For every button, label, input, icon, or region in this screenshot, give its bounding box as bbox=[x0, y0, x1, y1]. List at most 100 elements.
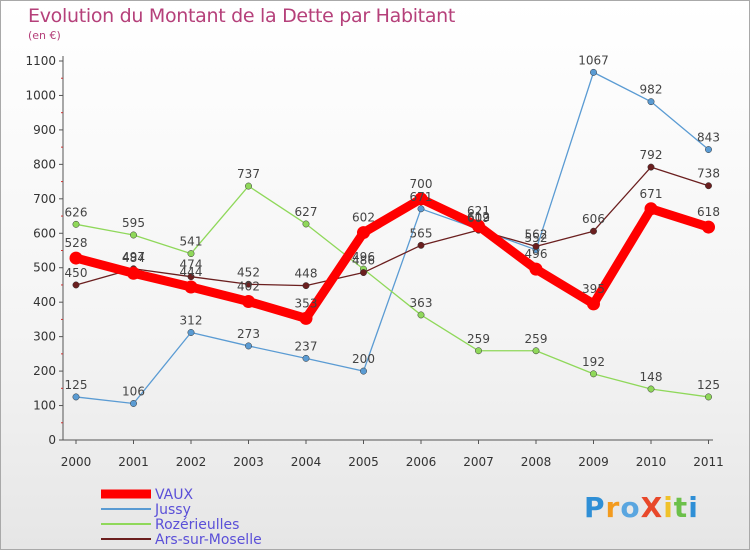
data-point bbox=[360, 269, 367, 277]
data-point bbox=[302, 354, 310, 362]
proxiti-logo: ProXiti bbox=[584, 491, 699, 524]
data-point bbox=[417, 205, 425, 213]
y-tick-label: 500 bbox=[33, 261, 56, 275]
data-point bbox=[302, 282, 310, 290]
x-tick-label: 2004 bbox=[291, 455, 322, 469]
y-tick-label: 200 bbox=[33, 364, 56, 378]
x-tick-label: 2000 bbox=[61, 455, 92, 469]
data-label: 792 bbox=[640, 148, 663, 162]
data-label: 402 bbox=[237, 279, 260, 293]
series-line-ars-sur-moselle bbox=[75, 166, 710, 287]
y-tick-label: 1100 bbox=[25, 54, 56, 68]
data-point bbox=[705, 182, 712, 190]
data-label: 528 bbox=[65, 236, 88, 250]
data-point bbox=[590, 227, 597, 235]
data-point bbox=[72, 281, 80, 289]
data-label: 125 bbox=[697, 378, 720, 392]
data-label: 363 bbox=[410, 296, 433, 310]
data-point bbox=[69, 251, 83, 265]
data-point bbox=[302, 220, 310, 228]
y-tick-label: 800 bbox=[33, 157, 56, 171]
data-label: 737 bbox=[237, 167, 260, 181]
data-label: 192 bbox=[582, 355, 605, 369]
legend-label: VAUX bbox=[155, 487, 194, 503]
data-label: 237 bbox=[295, 339, 318, 353]
x-tick-label: 2001 bbox=[118, 455, 149, 469]
data-point bbox=[532, 347, 540, 355]
y-tick-label: 700 bbox=[33, 192, 56, 206]
x-tick-label: 2007 bbox=[463, 455, 494, 469]
data-point bbox=[130, 400, 137, 407]
data-label: 448 bbox=[295, 267, 318, 281]
data-label: 627 bbox=[295, 205, 318, 219]
data-point bbox=[417, 311, 425, 319]
data-point bbox=[357, 226, 370, 240]
data-label: 606 bbox=[582, 212, 605, 226]
data-label: 738 bbox=[697, 167, 720, 181]
x-tick-label: 2003 bbox=[233, 455, 264, 469]
data-label: 395 bbox=[582, 282, 605, 296]
y-tick-label: 400 bbox=[33, 295, 56, 309]
data-point bbox=[187, 250, 195, 258]
data-point bbox=[360, 367, 367, 375]
x-tick-label: 2008 bbox=[521, 455, 552, 469]
data-label: 484 bbox=[122, 251, 145, 265]
data-label: 148 bbox=[640, 370, 663, 384]
data-label: 312 bbox=[180, 314, 203, 328]
logo-letter: i bbox=[688, 491, 699, 524]
data-label: 541 bbox=[180, 235, 203, 249]
logo-letter: P bbox=[584, 491, 606, 524]
data-label: 497 bbox=[122, 250, 145, 264]
data-label: 273 bbox=[237, 327, 260, 341]
data-label: 452 bbox=[237, 265, 260, 279]
legend-label: Rozérieulles bbox=[155, 517, 239, 533]
data-point bbox=[472, 219, 485, 233]
data-label: 671 bbox=[410, 190, 433, 204]
data-point bbox=[130, 231, 137, 239]
series-line-roz-rieulles bbox=[75, 185, 710, 398]
data-label: 552 bbox=[525, 231, 548, 245]
data-label: 106 bbox=[122, 384, 145, 398]
data-point bbox=[702, 220, 715, 234]
data-point bbox=[245, 280, 252, 288]
data-point bbox=[647, 385, 655, 393]
data-label: 618 bbox=[697, 205, 720, 219]
x-tick-label: 2002 bbox=[176, 455, 207, 469]
data-point bbox=[644, 202, 658, 216]
chart-subtitle: (en €) bbox=[28, 29, 61, 42]
x-tick-label: 2005 bbox=[348, 455, 379, 469]
data-point bbox=[590, 68, 597, 76]
data-point bbox=[417, 241, 425, 249]
data-point bbox=[72, 393, 80, 401]
data-label: 700 bbox=[410, 177, 433, 191]
y-tick-label: 1000 bbox=[25, 88, 56, 102]
data-label: 612 bbox=[467, 210, 490, 224]
data-point bbox=[187, 273, 195, 281]
data-label: 1067 bbox=[578, 53, 609, 67]
y-tick-label: 600 bbox=[33, 226, 56, 240]
data-point bbox=[242, 294, 255, 308]
data-label: 450 bbox=[65, 266, 88, 280]
data-point bbox=[187, 329, 195, 336]
series-line-jussy bbox=[75, 71, 710, 405]
data-point bbox=[414, 192, 428, 206]
data-label: 843 bbox=[697, 131, 720, 145]
logo-letter: X bbox=[640, 491, 664, 524]
chart-title: Evolution du Montant de la Dette par Hab… bbox=[28, 5, 456, 27]
data-label: 602 bbox=[352, 211, 375, 225]
data-point bbox=[590, 370, 597, 378]
data-label: 496 bbox=[525, 247, 548, 261]
data-label: 444 bbox=[180, 265, 203, 279]
data-point bbox=[245, 182, 252, 190]
data-label: 474 bbox=[180, 258, 203, 272]
data-label: 562 bbox=[525, 227, 548, 241]
data-label: 671 bbox=[640, 187, 663, 201]
data-label: 259 bbox=[467, 332, 490, 346]
series-layer bbox=[69, 68, 715, 407]
data-point bbox=[647, 163, 655, 171]
logo-letter: r bbox=[605, 491, 621, 524]
data-label: 565 bbox=[410, 226, 433, 240]
data-point bbox=[529, 262, 543, 276]
legend-label: Jussy bbox=[154, 502, 191, 518]
